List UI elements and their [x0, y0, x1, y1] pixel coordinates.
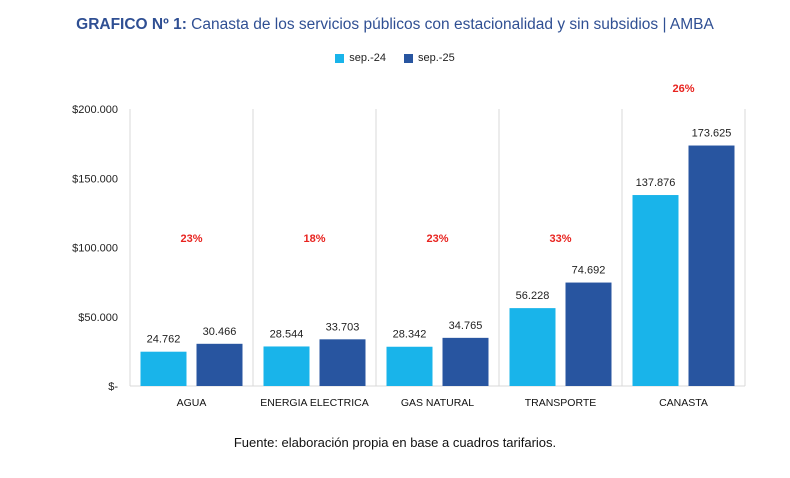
- legend-swatch-sep24: [335, 53, 345, 63]
- y-tick-label: $50.000: [78, 312, 118, 324]
- x-tick-label: TRANSPORTE: [525, 397, 597, 409]
- bar-sep25: [319, 339, 366, 386]
- percent-change-annotation: 33%: [549, 233, 571, 245]
- x-tick-label: ENERGIA ELECTRICA: [260, 397, 369, 409]
- bar-value-label: 30.466: [203, 326, 237, 338]
- percent-change-annotation: 26%: [672, 83, 694, 95]
- bar-sep24: [632, 195, 679, 386]
- x-tick-label: AGUA: [177, 397, 207, 409]
- bar-value-label: 34.765: [449, 320, 483, 332]
- legend-label-sep25: sep.-25: [418, 52, 455, 64]
- bar-value-label: 173.625: [692, 128, 732, 140]
- legend-item-sep25: sep.-25: [404, 52, 455, 64]
- legend-label-sep24: sep.-24: [349, 52, 386, 64]
- chart-title-text: Canasta de los servicios públicos con es…: [191, 16, 714, 33]
- x-tick-label: GAS NATURAL: [401, 397, 474, 409]
- bar-sep25: [688, 145, 735, 386]
- bar-value-label: 28.544: [270, 328, 304, 340]
- bar-value-label: 28.342: [393, 329, 427, 341]
- bar-sep24: [263, 346, 310, 386]
- bar-sep24: [386, 346, 433, 386]
- bar-value-label: 56.228: [516, 290, 550, 302]
- bar-value-label: 24.762: [147, 334, 181, 346]
- percent-change-annotation: 18%: [303, 233, 325, 245]
- legend-item-sep24: sep.-24: [335, 52, 386, 64]
- chart-title: GRAFICO Nº 1: Canasta de los servicios p…: [0, 16, 790, 34]
- y-tick-label: $200.000: [72, 104, 118, 116]
- chart-legend: sep.-24 sep.-25: [0, 52, 790, 64]
- legend-swatch-sep25: [404, 53, 413, 63]
- percent-change-annotation: 23%: [426, 233, 448, 245]
- source-note: Fuente: elaboración propia en base a cua…: [233, 435, 557, 450]
- chart-title-prefix: GRAFICO Nº 1:: [76, 16, 187, 33]
- percent-change-annotation: 23%: [180, 233, 202, 245]
- bar-value-label: 33.703: [326, 321, 360, 333]
- y-tick-label: $-: [108, 381, 118, 393]
- bar-sep24: [509, 308, 556, 386]
- y-tick-label: $100.000: [72, 243, 118, 255]
- x-tick-label: CANASTA: [659, 397, 708, 409]
- bar-value-label: 74.692: [572, 265, 606, 277]
- bar-value-label: 137.876: [636, 177, 676, 189]
- bar-sep24: [140, 351, 187, 386]
- bar-sep25: [565, 282, 612, 386]
- bar-sep25: [442, 337, 489, 386]
- bar-sep25: [196, 343, 243, 386]
- y-tick-label: $150.000: [72, 173, 118, 185]
